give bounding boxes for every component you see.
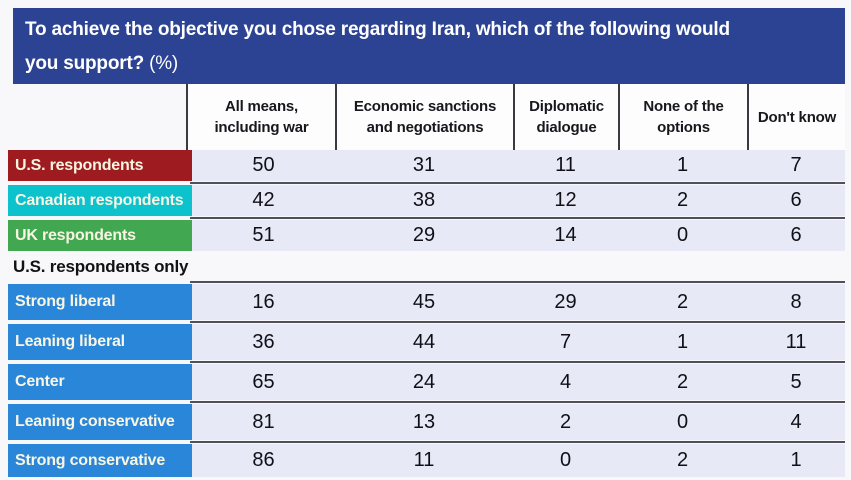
row-separator	[190, 217, 845, 219]
cell-value: 16	[252, 290, 275, 313]
section-header-us-only: U.S. respondents only	[13, 257, 189, 276]
table-row-uk-respondents: UK respondents 51 29 14 0 6	[8, 220, 845, 251]
row-cells: 36 44 7 1 11	[192, 324, 845, 360]
cell-value: 12	[554, 189, 577, 211]
row-cells: 65 24 4 2 5	[192, 364, 845, 400]
cell-value: 11	[413, 449, 435, 471]
cell-value: 24	[412, 370, 436, 393]
cell-value: 51	[252, 224, 275, 246]
row-separator	[190, 401, 845, 403]
row-label-leaning-conservative: Leaning conservative	[8, 404, 192, 440]
column-header-row: All means, including war Economic sancti…	[186, 84, 845, 150]
cell-value: 0	[559, 449, 572, 471]
table-row-us-respondents: U.S. respondents 50 31 11 1 7	[8, 150, 845, 181]
table-row-center: Center 65 24 4 2 5	[8, 364, 845, 400]
row-separator	[190, 321, 845, 323]
table-row-strong-conservative: Strong conservative 86 11 0 2 1	[8, 444, 845, 477]
cell-value: 14	[554, 224, 577, 246]
cell-value: 4	[559, 370, 572, 393]
row-cells: 86 11 0 2 1	[192, 444, 845, 477]
cell-value: 0	[676, 410, 689, 433]
cell-value: 11	[785, 330, 807, 353]
cell-value: 29	[554, 290, 577, 313]
row-cells: 42 38 12 2 6	[192, 185, 845, 216]
cell-value: 6	[790, 224, 802, 246]
table-row-strong-liberal: Strong liberal 16 45 29 2 8	[8, 284, 845, 320]
row-label-leaning-liberal: Leaning liberal	[8, 324, 192, 360]
cell-value: 81	[252, 410, 275, 433]
title-line1: To achieve the objective you chose regar…	[25, 19, 730, 40]
row-label-us-respondents: U.S. respondents	[8, 150, 192, 181]
row-cells: 16 45 29 2 8	[192, 284, 845, 320]
row-label-center: Center	[8, 364, 192, 400]
row-label-strong-conservative: Strong conservative	[8, 444, 192, 477]
cell-value: 2	[676, 370, 689, 393]
cell-value: 44	[412, 330, 436, 353]
cell-value: 86	[252, 449, 275, 471]
row-separator	[190, 281, 845, 283]
table-row-leaning-liberal: Leaning liberal 36 44 7 1 11	[8, 324, 845, 360]
cell-value: 7	[790, 154, 802, 176]
cell-value: 36	[252, 330, 275, 353]
cell-value: 2	[559, 410, 572, 433]
cell-value: 29	[412, 224, 436, 246]
chart-title-banner: To achieve the objective you chose regar…	[13, 8, 845, 84]
cell-value: 42	[252, 189, 275, 211]
cell-value: 5	[790, 370, 802, 393]
row-label-strong-liberal: Strong liberal	[8, 284, 192, 320]
cell-value: 2	[676, 290, 689, 313]
title-line2: you support?	[25, 53, 144, 74]
cell-value: 65	[252, 370, 275, 393]
cell-value: 4	[790, 410, 802, 433]
row-label-uk-respondents: UK respondents	[8, 220, 192, 251]
row-separator	[190, 361, 845, 363]
cell-value: 45	[412, 290, 436, 313]
table-row-leaning-conservative: Leaning conservative 81 13 2 0 4	[8, 404, 845, 440]
row-separator	[190, 182, 845, 184]
column-header-none-of-options: None of the options	[618, 84, 747, 150]
cell-value: 1	[676, 330, 689, 353]
row-label-canadian-respondents: Canadian respondents	[8, 185, 192, 216]
cell-value: 6	[790, 189, 802, 211]
cell-value: 8	[790, 290, 802, 313]
column-header-dont-know: Don't know	[747, 84, 845, 150]
cell-value: 2	[676, 449, 689, 471]
row-cells: 50 31 11 1 7	[192, 150, 845, 181]
cell-value: 11	[555, 154, 576, 176]
cell-value: 50	[252, 154, 275, 176]
column-header-all-means: All means, including war	[186, 84, 335, 150]
cell-value: 1	[790, 449, 802, 471]
cell-value: 31	[412, 154, 436, 176]
row-cells: 81 13 2 0 4	[192, 404, 845, 440]
cell-value: 13	[412, 410, 436, 433]
table-row-canadian-respondents: Canadian respondents 42 38 12 2 6	[8, 185, 845, 216]
cell-value: 7	[559, 330, 572, 353]
cell-value: 1	[676, 154, 689, 176]
row-cells: 51 29 14 0 6	[192, 220, 845, 251]
column-header-economic-sanctions: Economic sanctions and negotiations	[335, 84, 513, 150]
cell-value: 2	[676, 189, 689, 211]
column-header-diplomatic-dialogue: Diplomatic dialogue	[513, 84, 618, 150]
cell-value: 0	[676, 224, 689, 246]
title-percent-suffix: (%)	[149, 53, 179, 74]
cell-value: 38	[412, 189, 436, 211]
row-separator	[190, 441, 845, 443]
